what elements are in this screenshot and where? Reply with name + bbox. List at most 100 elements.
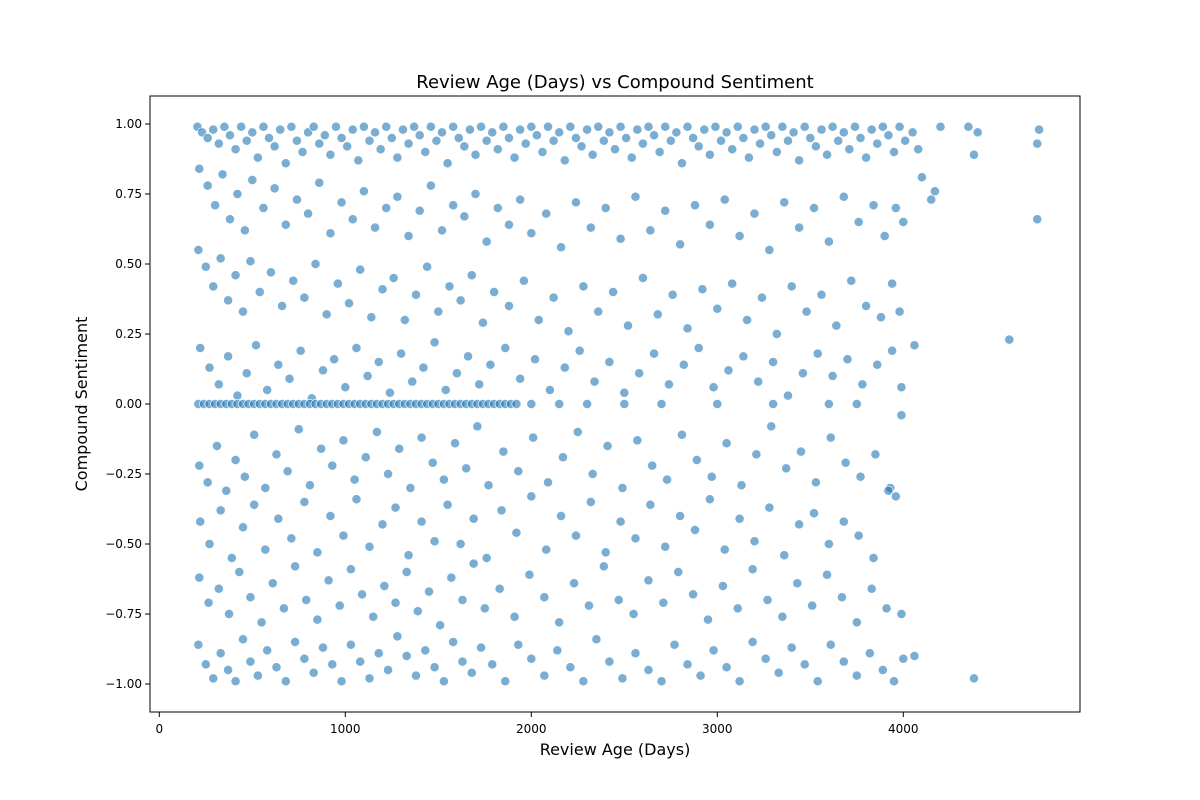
scatter-point [582,124,593,135]
scatter-point [513,639,524,650]
scatter-point [615,233,626,244]
scatter-point [552,645,563,656]
scatter-point [492,144,503,155]
scatter-point [794,155,805,166]
scatter-point [275,124,286,135]
scatter-point [969,673,979,684]
scatter-point [515,194,526,205]
scatter-point [879,231,890,241]
scatter-point [823,399,834,409]
scatter-point [446,572,457,583]
scatter-point [861,301,872,311]
scatter-point [247,175,258,185]
scatter-point [541,208,552,219]
scatter-point [736,480,747,491]
scatter-point [401,651,412,661]
scatter-point [717,581,728,591]
scatter-point [853,217,864,227]
scatter-point [451,368,462,379]
scatter-point [637,273,648,283]
scatter-point [357,589,367,600]
scatter-point [336,133,347,143]
scatter-point [230,455,241,465]
scatter-point [193,245,204,255]
scatter-point [321,309,332,320]
scatter-point [783,390,793,401]
scatter-point [262,645,273,656]
scatter-point [440,385,451,395]
scatter-point [455,295,466,306]
scatter-point [792,578,803,589]
scatter-point [355,264,366,275]
scatter-point [200,659,211,670]
scatter-point [282,466,293,477]
scatter-point [836,592,847,603]
scatter-point [498,446,509,457]
scatter-point [584,600,594,611]
scatter-point [643,665,654,675]
scatter-point [570,133,581,143]
scatter-point [474,379,485,390]
scatter-point [511,527,522,538]
scatter-point [716,135,726,146]
scatter-point [401,567,412,577]
scatter-point [479,603,490,614]
scatter-point [416,432,427,443]
scatter-point [773,667,784,678]
scatter-point [881,603,892,614]
scatter-point [710,121,721,132]
scatter-point [900,135,911,146]
scatter-point [291,135,302,146]
scatter-point [645,225,656,236]
scatter-point [656,676,667,687]
scatter-point [678,359,689,370]
scatter-point [663,379,674,390]
scatter-point [794,222,805,233]
scatter-point [470,189,481,199]
scatter-point [325,149,336,160]
scatter-point [260,544,271,555]
scatter-point [314,138,325,149]
scatter-point [556,511,567,521]
scatter-point [504,133,514,143]
scatter-point [239,471,250,482]
scatter-point [889,676,899,687]
scatter-point [851,399,862,409]
scatter-point [485,359,496,370]
scatter-point [723,365,734,376]
scatter-point [777,121,788,132]
scatter-point [245,656,256,667]
y-tick-label: 0.25 [115,327,142,341]
scatter-point [570,197,581,208]
scatter-point [258,203,269,213]
scatter-point [347,124,358,135]
scatter-point [448,121,459,132]
scatter-point [210,200,221,211]
scatter-point [734,513,745,524]
scatter-point [312,547,323,558]
scatter-point [325,228,336,239]
scatter-point [392,152,403,163]
scatter-point [626,152,637,163]
scatter-point [381,121,392,132]
scatter-point [342,141,353,152]
scatter-point [578,281,589,292]
scatter-point [215,648,226,659]
scatter-point [727,144,738,155]
scatter-point [816,289,827,300]
scatter-point [319,130,330,141]
scatter-point [377,284,388,295]
scatter-point [448,637,459,647]
scatter-point [872,138,883,149]
scatter-point [334,600,345,611]
scatter-point [823,236,834,247]
scatter-point [267,578,278,589]
y-tick-label: 0.50 [115,257,142,271]
scatter-point [381,203,392,213]
scatter-point [526,121,537,132]
scatter-point [329,354,340,365]
scatter-point [872,359,883,370]
scatter-point [394,443,405,454]
scatter-point [708,645,719,656]
